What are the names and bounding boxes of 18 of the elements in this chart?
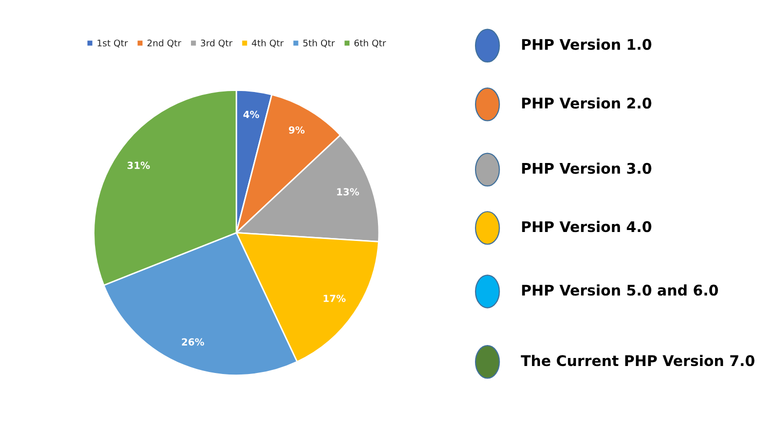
- legend-label: 4th Qtr: [252, 39, 284, 48]
- text: PHP Version 5.0 and 6.0: [522, 284, 718, 296]
- text: The Current PHP Version 7.0: [520, 354, 754, 366]
- text: PHP Version 1.0: [522, 38, 652, 50]
- legend-label: 6th Qtr: [354, 39, 386, 48]
- legend-label: 1st Qtr: [98, 40, 128, 48]
- data-label: 31%: [128, 162, 150, 170]
- text: PHP Version 4.0: [522, 220, 652, 232]
- data-label: 4%: [243, 110, 260, 118]
- legend-label: 2nd Qtr: [147, 39, 182, 48]
- data-label: 13%: [337, 188, 360, 196]
- data-label: 17%: [324, 294, 346, 302]
- legend-label: 3rd Qtr: [200, 39, 232, 48]
- legend-label: 5th Qtr: [303, 39, 335, 48]
- data-label: 9%: [288, 126, 305, 134]
- text: PHP Version 3.0: [522, 162, 652, 174]
- text: PHP Version 2.0: [522, 97, 652, 109]
- data-label: 26%: [182, 338, 204, 346]
